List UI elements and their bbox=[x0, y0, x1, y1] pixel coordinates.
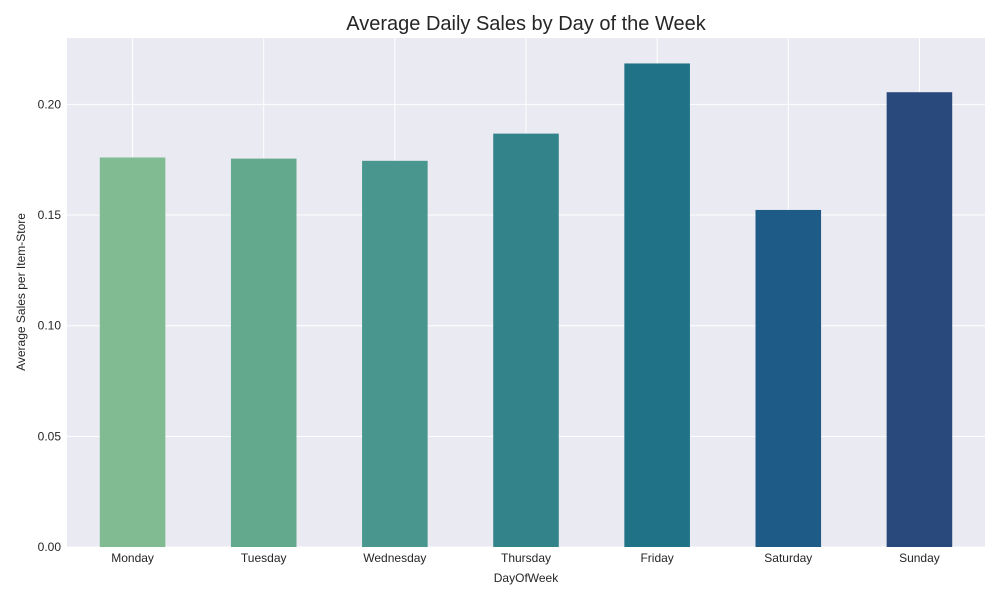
x-tick-label: Tuesday bbox=[241, 551, 287, 565]
bar-friday bbox=[624, 63, 690, 547]
x-tick-label: Saturday bbox=[764, 551, 812, 565]
bar-wednesday bbox=[362, 160, 428, 547]
bar-tuesday bbox=[230, 158, 297, 547]
y-tick-label: 0.05 bbox=[38, 429, 62, 443]
x-tick-label: Thursday bbox=[501, 551, 551, 565]
bar-monday bbox=[99, 157, 166, 548]
x-tick-labels: Monday Tuesday Wednesday Thursday Friday Satu… bbox=[111, 551, 940, 565]
y-tick-label: 0.10 bbox=[38, 319, 62, 333]
y-tick-label: 0.20 bbox=[38, 97, 62, 111]
bar-saturday bbox=[755, 209, 822, 547]
bars bbox=[99, 63, 953, 548]
x-tick-label: Friday bbox=[640, 551, 673, 565]
x-tick-label: Monday bbox=[111, 551, 154, 565]
x-tick-label: Wednesday bbox=[363, 551, 426, 565]
y-tick-label: 0.00 bbox=[38, 540, 62, 554]
chart-title: Average Daily Sales by Day of the Week bbox=[346, 13, 706, 35]
x-axis-label: DayOfWeek bbox=[494, 571, 559, 585]
x-tick-label: Sunday bbox=[899, 551, 940, 565]
bar-sunday bbox=[886, 92, 953, 547]
y-axis-label: Average Sales per Item-Store bbox=[14, 213, 28, 371]
bar-thursday bbox=[493, 133, 559, 547]
y-tick-labels: 0.00 0.05 0.10 0.15 0.20 bbox=[38, 97, 62, 554]
y-tick-label: 0.15 bbox=[38, 208, 62, 222]
